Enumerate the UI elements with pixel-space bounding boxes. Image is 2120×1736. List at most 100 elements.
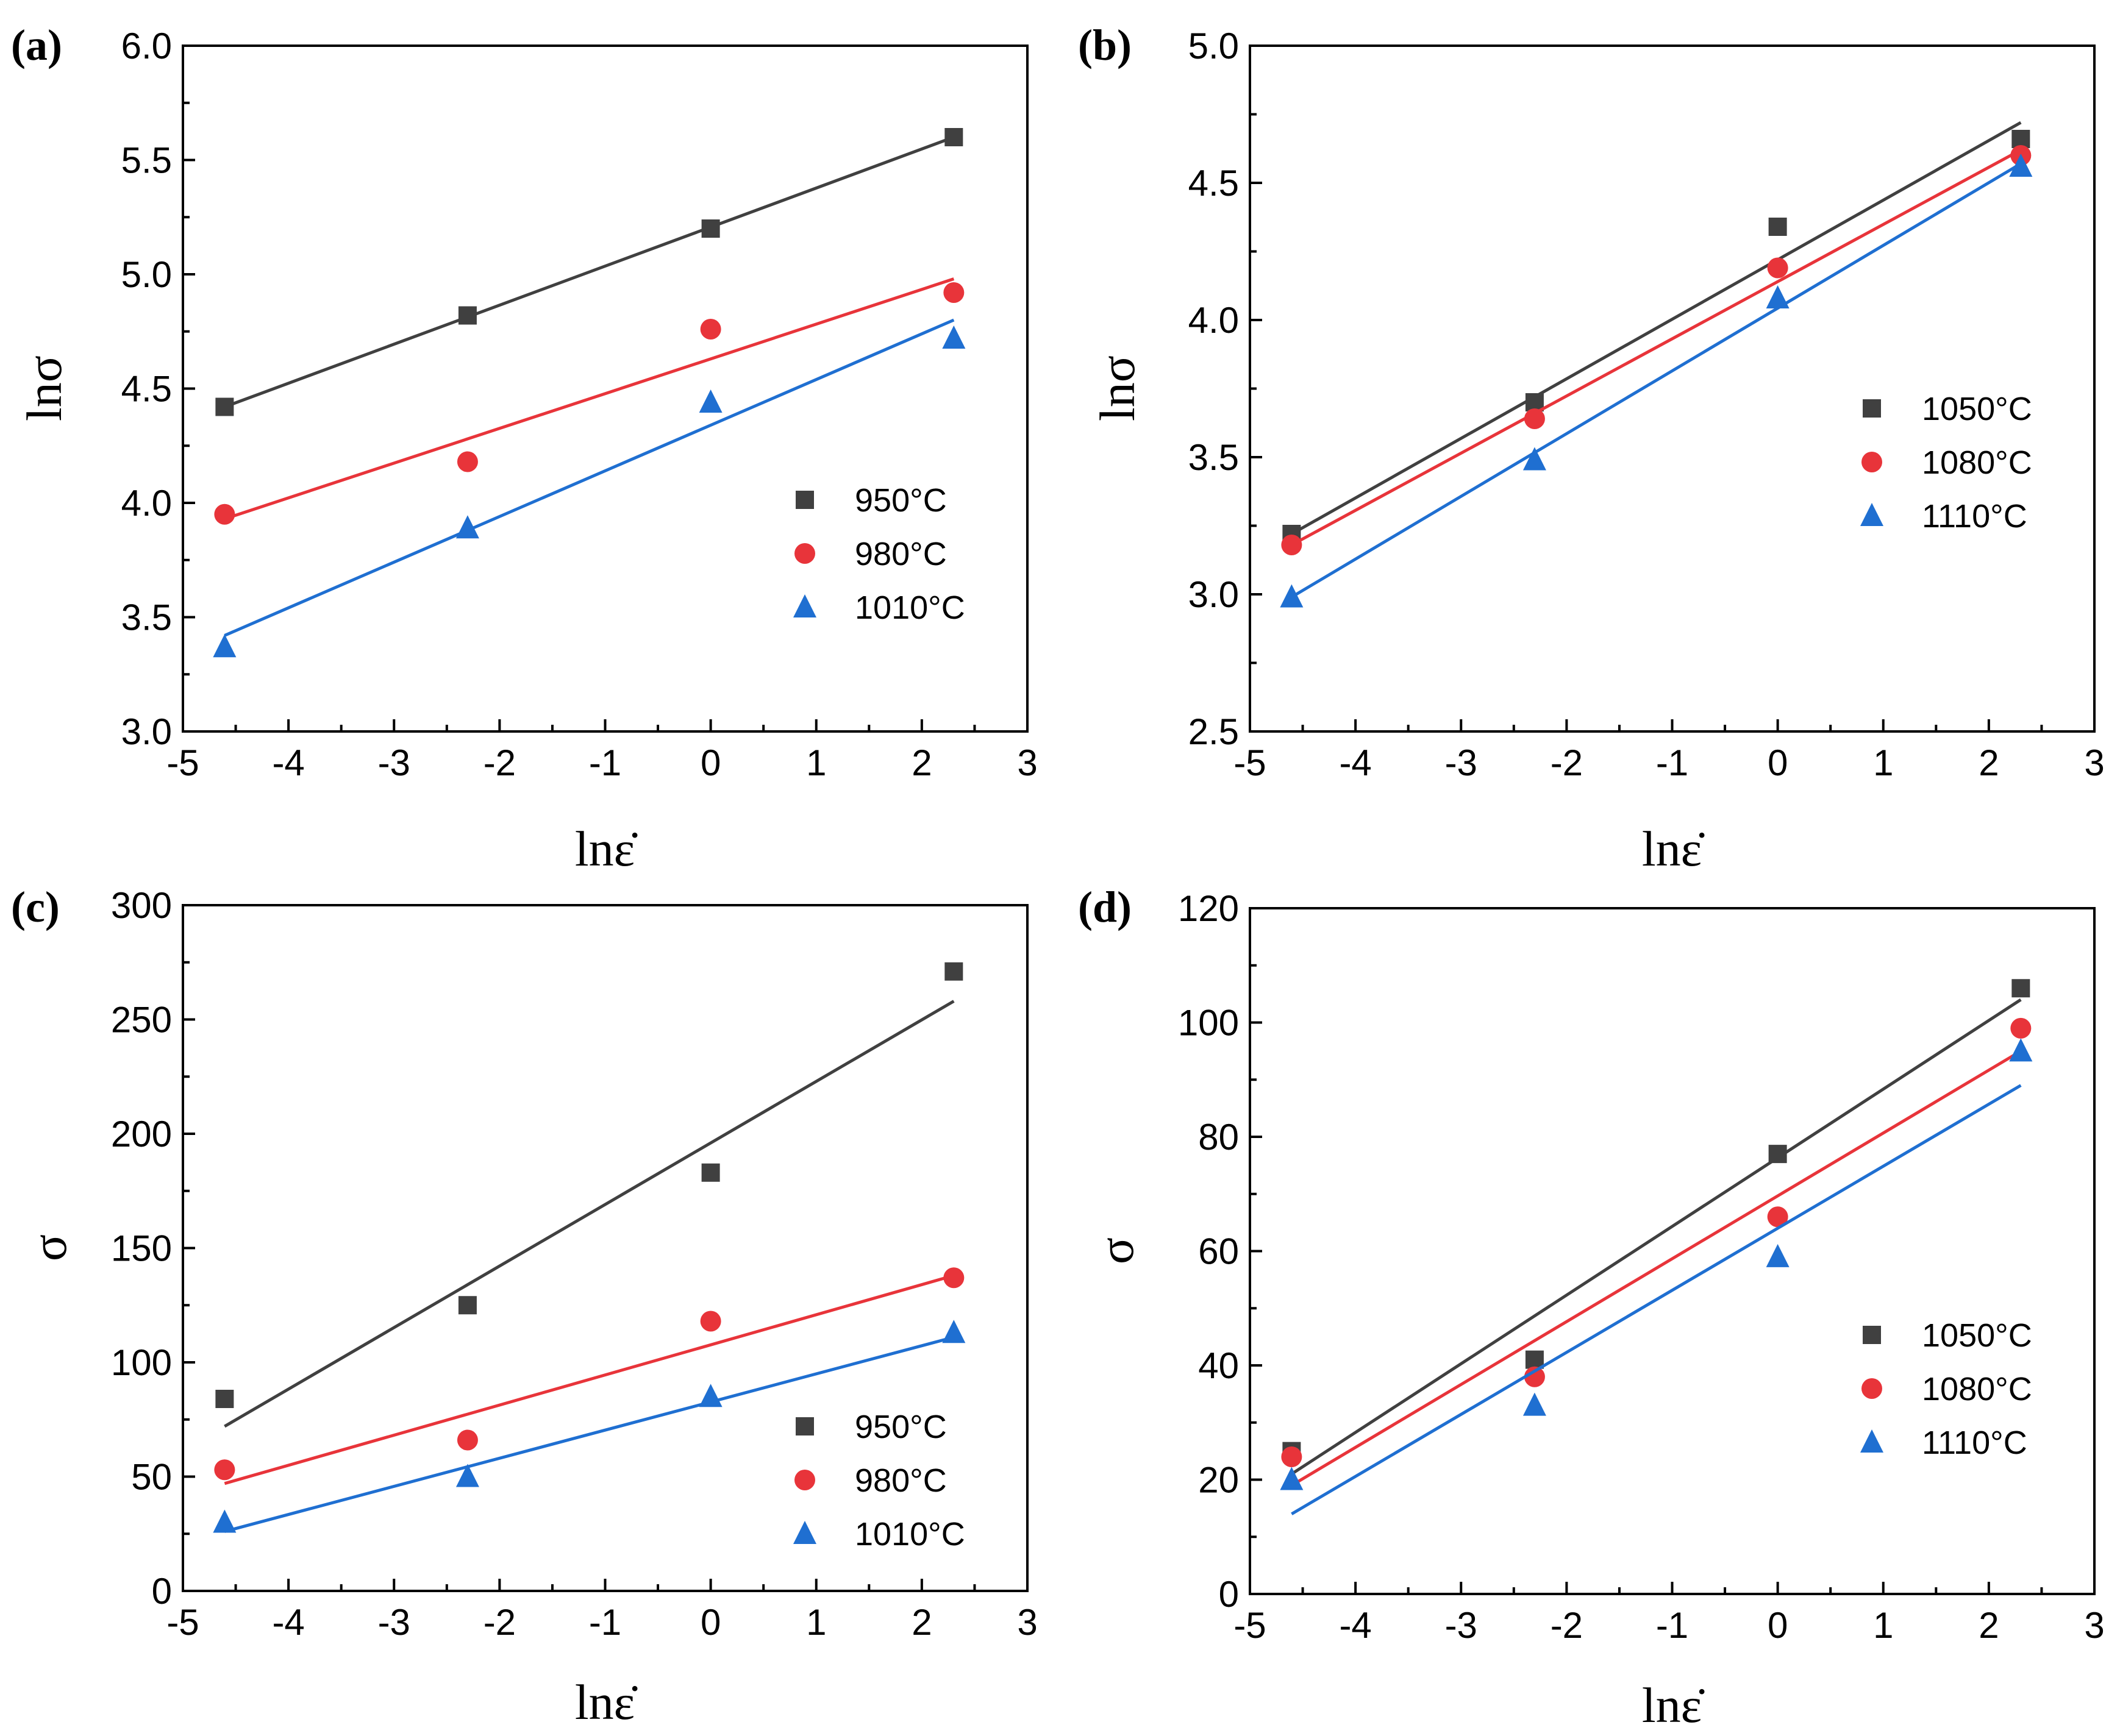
x-axis: -5 -4 -3 -2 -1 0 1 2 3 <box>166 1579 1038 1643</box>
data-point <box>699 1384 723 1407</box>
panel-label: (d) <box>1078 883 1132 931</box>
x-tick-label: -5 <box>166 742 199 783</box>
panel-a: (a) -5 -4 -3 -2 -1 0 1 2 3 3.0 3.5 4.0 4.5 5.0 5.5 6.0… <box>11 21 1038 877</box>
data-point <box>699 390 723 413</box>
y-tick-label: 100 <box>1178 1003 1239 1044</box>
y-tick-label: 6.0 <box>121 26 172 66</box>
fit-line <box>1291 1084 2022 1515</box>
data-point <box>943 1267 965 1289</box>
data-point <box>1766 1243 1790 1267</box>
x-tick-label: -5 <box>1233 1605 1266 1646</box>
legend: 950°C 980°C 1010°C <box>793 482 965 626</box>
x-tick-label: 0 <box>1768 742 1788 783</box>
legend-label: 980°C <box>855 1462 947 1499</box>
y-tick-label: 60 <box>1198 1231 1239 1272</box>
fit-line <box>1291 1050 2022 1487</box>
data-point <box>942 1320 966 1343</box>
y-tick-label: 40 <box>1198 1345 1239 1386</box>
series-layer <box>213 962 966 1533</box>
x-tick-label: -3 <box>1445 1605 1477 1646</box>
data-point <box>457 1429 478 1451</box>
data-point <box>1767 257 1788 279</box>
legend-label: 1010°C <box>855 1516 965 1553</box>
x-tick-label: -4 <box>272 742 304 783</box>
data-point <box>701 219 720 238</box>
data-point <box>942 326 966 349</box>
x-axis-title: lnε̇ <box>1642 821 1705 877</box>
legend-marker <box>1860 503 1883 526</box>
x-tick-label: -2 <box>1551 742 1583 783</box>
data-point <box>1524 408 1545 429</box>
x-tick-label: 2 <box>912 742 932 783</box>
data-point <box>1766 285 1790 308</box>
data-point <box>1280 584 1304 608</box>
y-tick-label: 5.5 <box>121 140 172 181</box>
y-axis-title: lnσ <box>1090 355 1145 421</box>
legend-marker <box>793 1521 816 1544</box>
legend: 1050°C 1080°C 1110°C <box>1860 1317 2032 1461</box>
data-point <box>2009 154 2033 177</box>
y-axis-title: σ <box>1088 1237 1144 1264</box>
x-tick-label: -1 <box>589 742 621 783</box>
data-point <box>1768 218 1787 236</box>
y-tick-label: 5.0 <box>121 254 172 295</box>
legend-label: 950°C <box>855 1409 947 1445</box>
y-tick-label: 4.0 <box>121 483 172 524</box>
data-point <box>1767 1206 1788 1228</box>
legend-label: 1080°C <box>1922 444 2032 481</box>
x-tick-label: -4 <box>1339 742 1371 783</box>
x-tick-label: 0 <box>701 742 721 783</box>
y-axis: 0 50 100 150 200 250 300 <box>111 885 195 1612</box>
x-tick-label: -5 <box>1233 742 1266 783</box>
legend-marker <box>796 491 814 509</box>
fit-line <box>224 1000 955 1428</box>
panel-label: (a) <box>11 21 62 69</box>
fit-line <box>224 277 955 521</box>
fit-line <box>1291 998 2022 1476</box>
panel-b: (b) -5 -4 -3 -2 -1 0 1 2 3 2.5 3.0 3.5 4.0 4.5 5.0 10… <box>1078 21 2105 877</box>
y-tick-label: 4.5 <box>1188 163 1239 204</box>
data-point <box>213 634 237 658</box>
fit-line <box>1291 148 2022 547</box>
legend-marker <box>794 1470 815 1490</box>
x-tick-label: 1 <box>806 742 826 783</box>
x-tick-label: -3 <box>378 1602 410 1643</box>
y-tick-label: 4.5 <box>121 369 172 410</box>
y-tick-label: 0 <box>1219 1574 1239 1615</box>
x-tick-label: -1 <box>1656 742 1688 783</box>
legend: 950°C 980°C 1010°C <box>793 1409 965 1553</box>
y-axis: 2.5 3.0 3.5 4.0 4.5 5.0 <box>1188 26 1262 752</box>
x-tick-label: -1 <box>589 1602 621 1643</box>
x-axis-title: lnε̇ <box>1642 1677 1705 1733</box>
data-point <box>215 1390 234 1408</box>
panel-label: (b) <box>1078 21 1132 69</box>
legend-label: 1080°C <box>1922 1371 2032 1407</box>
x-tick-label: -2 <box>484 1602 516 1643</box>
legend-label: 1110°C <box>1922 498 2027 535</box>
y-axis-title: lnσ <box>16 355 72 421</box>
x-tick-label: 1 <box>1873 1605 1893 1646</box>
y-tick-label: 5.0 <box>1188 26 1239 66</box>
y-tick-label: 3.0 <box>121 711 172 752</box>
data-point <box>458 306 477 325</box>
x-tick-label: 2 <box>1979 1605 1999 1646</box>
fit-line <box>1291 162 2022 599</box>
y-tick-label: 3.0 <box>1188 574 1239 615</box>
x-axis-title: lnε̇ <box>575 821 638 877</box>
data-point <box>1281 535 1302 555</box>
legend-label: 1050°C <box>1922 1317 2032 1354</box>
x-axis: -5 -4 -3 -2 -1 0 1 2 3 <box>166 719 1038 783</box>
y-tick-label: 3.5 <box>1188 437 1239 478</box>
legend-marker <box>1860 1429 1883 1453</box>
x-tick-label: -2 <box>484 742 516 783</box>
legend-label: 1010°C <box>855 589 965 626</box>
data-point <box>943 282 965 303</box>
data-point <box>455 1464 479 1487</box>
x-tick-label: 2 <box>912 1602 932 1643</box>
data-point <box>1522 1392 1546 1416</box>
data-point <box>944 128 963 146</box>
data-point <box>215 397 234 416</box>
y-tick-label: 0 <box>152 1571 172 1612</box>
y-tick-label: 150 <box>111 1228 172 1269</box>
